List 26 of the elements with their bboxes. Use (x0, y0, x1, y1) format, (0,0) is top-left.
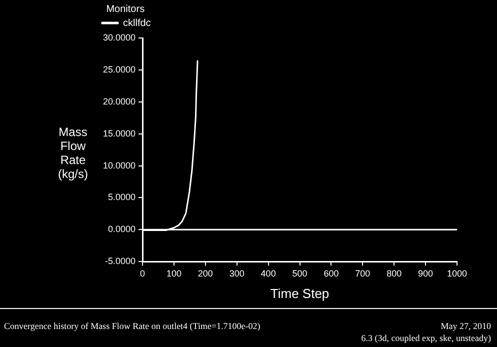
text: 6.3 (3d, coupled exp, ske, unsteady) (361, 333, 491, 343)
y-tick-label: 10.0000 (102, 160, 136, 170)
x-tick-label: 500 (292, 268, 308, 278)
x-tick-label: 200 (198, 268, 213, 278)
x-axis-title: Time Step (270, 286, 330, 301)
y-tick-label: 15.0000 (102, 128, 136, 138)
y-tick-label: -5.0000 (105, 256, 136, 266)
x-tick-label: 800 (386, 268, 402, 278)
x-tick-label: 900 (418, 268, 434, 278)
x-tick-label: 100 (166, 268, 182, 278)
x-tick-label: 1000 (446, 268, 468, 278)
x-tick-label: 600 (324, 268, 339, 278)
y-tick-label: 30.0000 (102, 32, 136, 42)
legend-title: Monitors (106, 4, 145, 15)
y-tick-label: 0.0000 (108, 224, 136, 234)
y-tick-label: 25.0000 (102, 64, 136, 74)
x-tick-label: 300 (229, 268, 244, 278)
y-tick-label: 20.0000 (102, 96, 136, 106)
x-tick-label: 0 (140, 268, 146, 278)
y-tick-label: 5.0000 (108, 192, 136, 202)
x-tick-label: 400 (260, 268, 276, 278)
x-tick-label: 700 (355, 268, 370, 278)
text: May 27, 2010 (440, 321, 491, 331)
legend-label: ckllfdc (123, 18, 151, 29)
text: Convergence history of Mass Flow Rate on outlet4 (Time=1.7100e-02) (4, 321, 260, 331)
y-axis-title: Mass Flow Rate (kg/s) (57, 125, 89, 181)
